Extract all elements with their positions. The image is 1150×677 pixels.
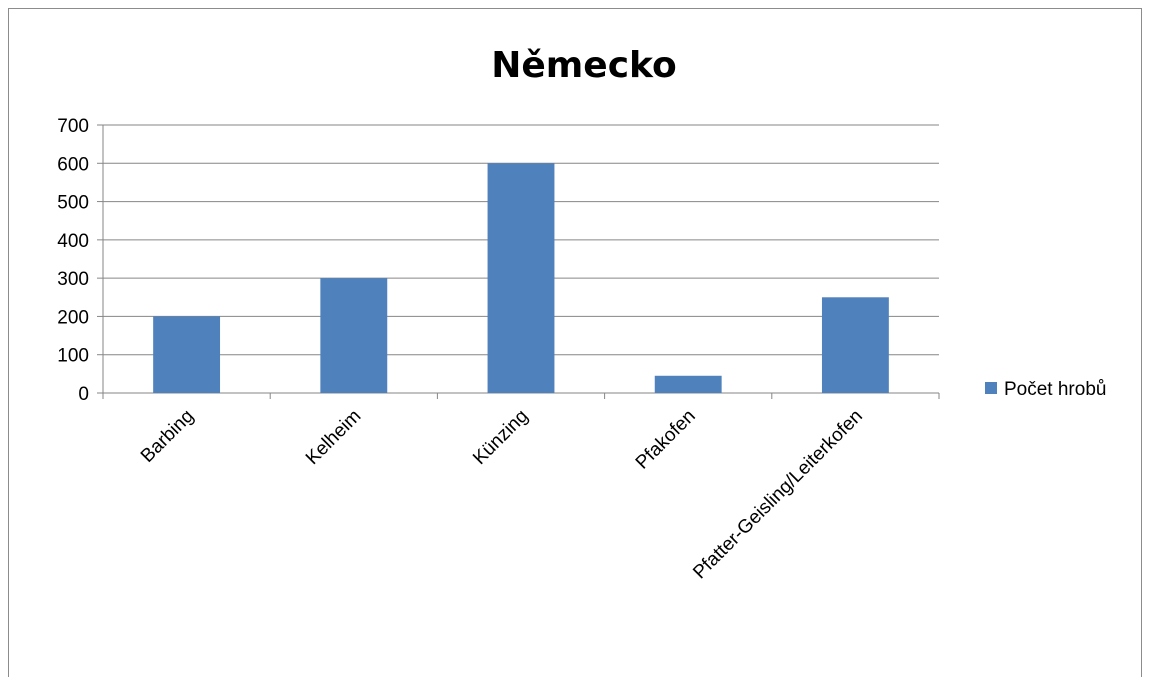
y-tick-label: 600	[57, 154, 89, 175]
x-tick-label: Pfakofen	[632, 406, 700, 474]
y-tick-labels: 0 100 200 300 400 500 600 700	[57, 116, 89, 405]
bar	[153, 316, 220, 393]
legend: Počet hrobů	[985, 379, 1106, 400]
x-tick-label: Pfatter-Geisling/Leiterkofen	[689, 406, 867, 584]
x-tick-labels: Barbing Kelheim Künzing PfakofenPfatter-Gei…	[137, 406, 867, 584]
bar	[488, 163, 555, 393]
y-tick-label: 200	[57, 307, 89, 328]
y-tick-label: 300	[57, 269, 89, 290]
y-tick-label: 500	[57, 193, 89, 214]
legend-label: Počet hrobů	[1004, 379, 1106, 400]
y-tick-label: 0	[78, 384, 89, 405]
bar	[822, 297, 889, 393]
legend-swatch	[985, 382, 997, 394]
y-tick-label: 700	[57, 116, 89, 137]
y-tick-label: 400	[57, 231, 89, 252]
chart-title: Německo	[491, 45, 677, 86]
bar	[320, 278, 387, 393]
bar	[655, 376, 722, 393]
y-tick-label: 100	[57, 346, 89, 367]
x-tick-label: Barbing	[137, 406, 198, 467]
x-tick-label: Kelheim	[302, 406, 365, 469]
x-tick-label: Künzing	[469, 406, 532, 469]
